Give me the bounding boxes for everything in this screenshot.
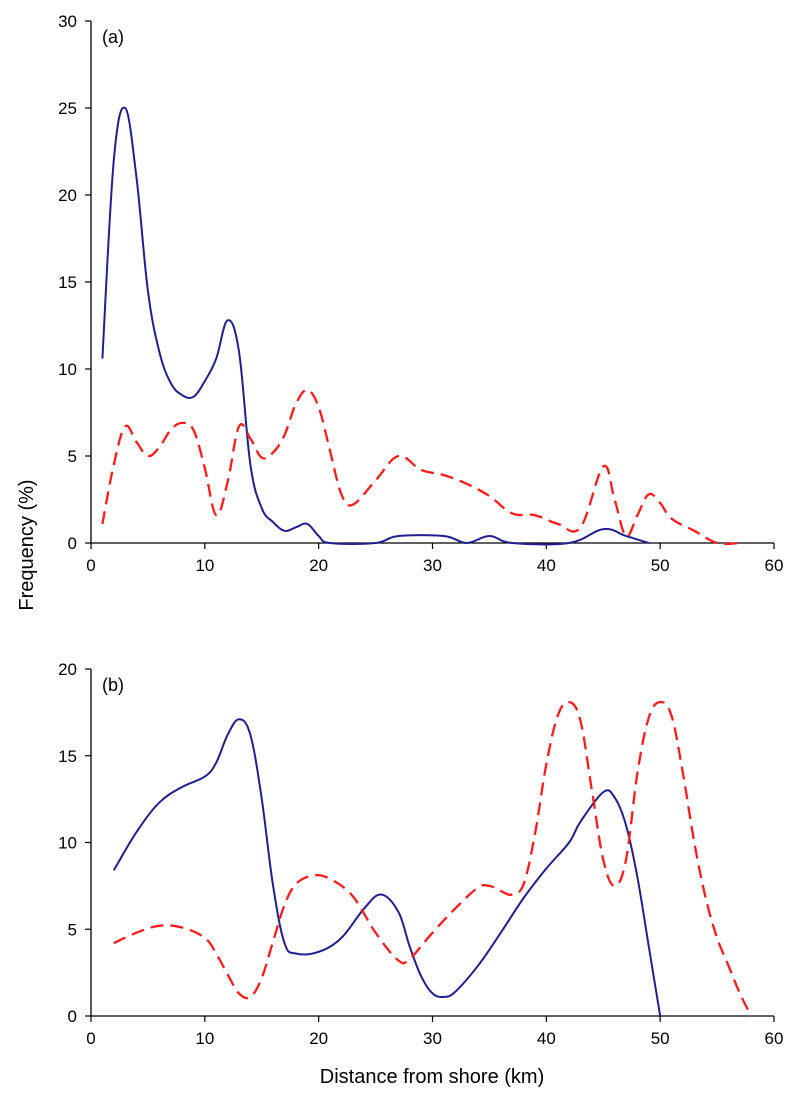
panel-label: (b) bbox=[102, 675, 124, 695]
y-tick-label: 0 bbox=[68, 1007, 77, 1026]
x-tick-label: 0 bbox=[86, 556, 95, 575]
x-tick-label: 10 bbox=[195, 1029, 214, 1048]
y-tick-label: 10 bbox=[58, 360, 77, 379]
x-tick-label: 40 bbox=[537, 556, 556, 575]
y-tick-label: 20 bbox=[58, 186, 77, 205]
x-tick-label: 20 bbox=[309, 1029, 328, 1048]
y-tick-label: 25 bbox=[58, 99, 77, 118]
y-tick-label: 5 bbox=[68, 447, 77, 466]
x-tick-label: 60 bbox=[765, 1029, 784, 1048]
x-tick-label: 60 bbox=[765, 556, 784, 575]
y-axis-title: Frequency (%) bbox=[16, 479, 38, 610]
y-tick-label: 0 bbox=[68, 534, 77, 553]
panel-b-chart: 0 10 20 30 40 50 60 0 5 10 15 20 (b) bbox=[58, 660, 783, 1048]
dashed-series-line bbox=[113, 700, 753, 1017]
y-tick-label: 15 bbox=[58, 273, 77, 292]
dashed-series-line bbox=[101, 388, 740, 546]
x-tick-label: 40 bbox=[537, 1029, 556, 1048]
y-tick-label: 15 bbox=[58, 747, 77, 766]
y-tick-label: 20 bbox=[58, 660, 77, 679]
solid-series-line bbox=[101, 106, 650, 546]
panel-label: (a) bbox=[102, 27, 124, 47]
x-tick-label: 50 bbox=[651, 1029, 670, 1048]
x-tick-label: 30 bbox=[423, 1029, 442, 1048]
y-tick-label: 5 bbox=[68, 920, 77, 939]
x-tick-label: 30 bbox=[423, 556, 442, 575]
solid-series-line bbox=[112, 718, 662, 1017]
x-tick-label: 20 bbox=[309, 556, 328, 575]
x-tick-label: 10 bbox=[195, 556, 214, 575]
x-tick-label: 0 bbox=[86, 1029, 95, 1048]
x-axis-title: Distance from shore (km) bbox=[320, 1066, 545, 1088]
panel-a-chart: 0 10 20 30 40 50 60 0 5 10 15 20 25 30 (a) bbox=[58, 12, 783, 575]
y-tick-label: 10 bbox=[58, 834, 77, 853]
x-tick-label: 50 bbox=[651, 556, 670, 575]
y-tick-label: 30 bbox=[58, 12, 77, 31]
